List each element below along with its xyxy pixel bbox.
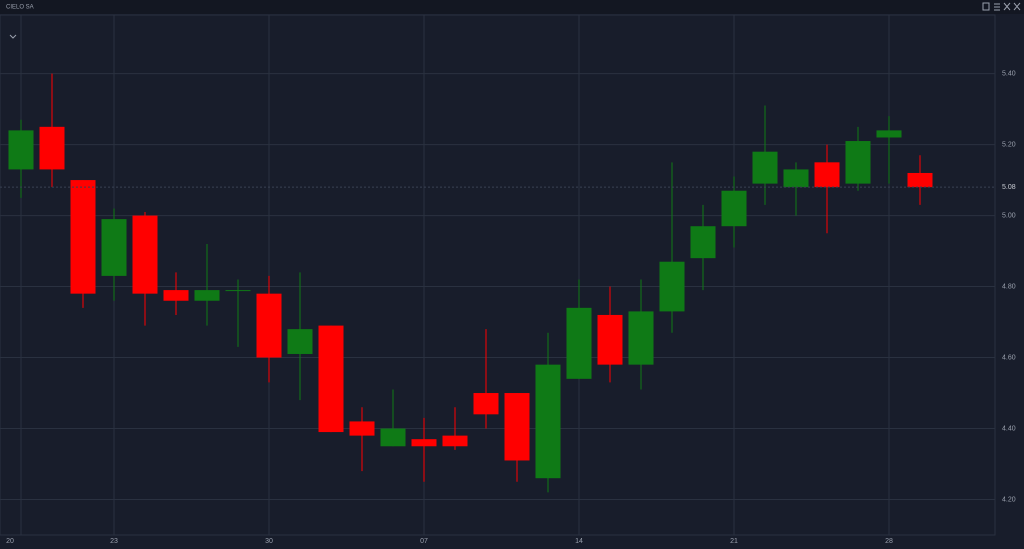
chart-title: CIELO SA	[6, 5, 34, 11]
candle-body	[349, 421, 375, 436]
candle-body	[566, 307, 592, 379]
candle-body	[721, 190, 747, 227]
candle-body	[814, 162, 840, 188]
y-tick-label: 4.80	[1002, 283, 1016, 290]
candle-body	[907, 172, 933, 188]
y-tick-label: 5.00	[1002, 212, 1016, 219]
candle-body	[256, 293, 282, 358]
candle-body	[225, 290, 251, 292]
x-tick-label: 21	[730, 538, 738, 545]
candle-body	[70, 180, 96, 294]
settings-icon[interactable]	[994, 3, 1000, 11]
candle-body	[504, 393, 530, 461]
candle-body	[132, 215, 158, 294]
y-tick-label: 5.20	[1002, 141, 1016, 148]
candle-body	[101, 219, 127, 276]
x-tick-label: 20	[6, 538, 14, 545]
close-icon[interactable]	[1013, 2, 1021, 11]
expand-icon[interactable]	[1003, 2, 1011, 11]
candle-body	[752, 151, 778, 184]
x-tick-label: 23	[110, 538, 118, 545]
y-tick-label: 4.40	[1002, 425, 1016, 432]
last-price-label: 5.08	[1002, 184, 1016, 191]
x-tick-label: 14	[575, 538, 583, 545]
candle-body	[287, 329, 313, 354]
candle-body	[318, 325, 344, 433]
y-tick-label: 4.60	[1002, 354, 1016, 361]
candle-body	[845, 141, 871, 184]
window-controls[interactable]	[982, 2, 1021, 11]
candle-body	[442, 435, 468, 447]
candle-body	[163, 290, 189, 301]
candle-body	[597, 314, 623, 365]
x-tick-label: 07	[420, 538, 428, 545]
candle-body	[535, 364, 561, 479]
candle-body	[380, 428, 406, 447]
candle-body	[8, 130, 34, 170]
candle-body	[690, 226, 716, 259]
candle-body	[628, 311, 654, 365]
y-tick-label: 5.40	[1002, 70, 1016, 77]
candle-body	[194, 290, 220, 301]
candle-body	[411, 439, 437, 447]
plot-frame	[0, 14, 996, 536]
collapse-chevron[interactable]	[9, 34, 17, 39]
header-bar	[0, 0, 1024, 14]
x-tick-label: 28	[885, 538, 893, 545]
candle-body	[783, 169, 809, 188]
candle-body	[659, 261, 685, 312]
candle-body	[39, 126, 65, 170]
candle-body	[876, 130, 902, 138]
detach-icon[interactable]	[982, 2, 990, 11]
y-tick-label: 4.20	[1002, 496, 1016, 503]
x-tick-label: 30	[265, 538, 273, 545]
candle-body	[473, 393, 499, 415]
